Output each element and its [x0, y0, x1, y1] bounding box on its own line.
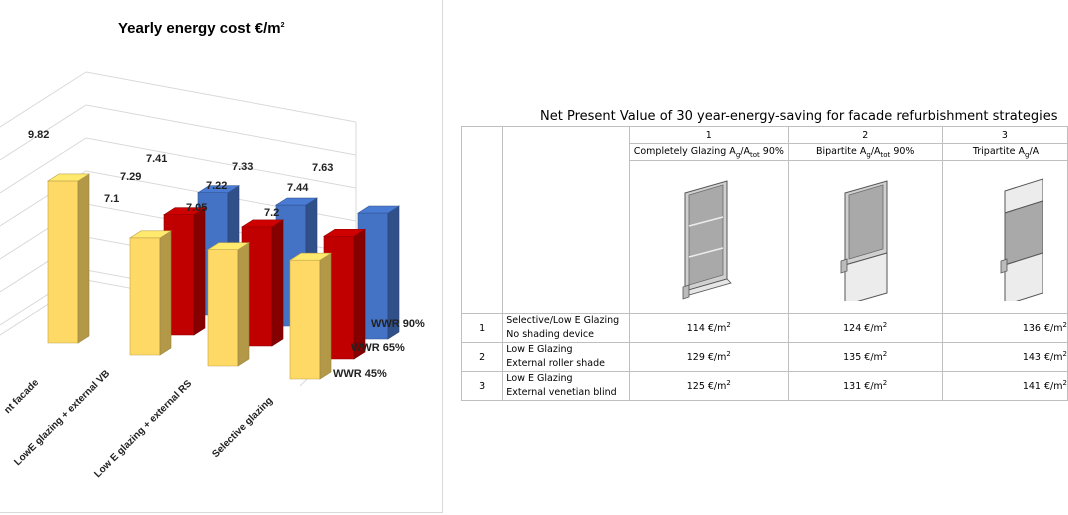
- row-description: Low E Glazing External roller shade: [502, 342, 631, 372]
- npv-value: 135 €/m2: [787, 342, 943, 372]
- chart-panel: Yearly energy cost €/m2 7.41 7.33 7.63 7.29…: [0, 0, 443, 513]
- col-name-3: Tripartite Ag/A: [941, 143, 1068, 161]
- facade-bipartite-icon: [840, 179, 888, 306]
- table-row: 1 Selective/Low E Glazing No shading devi…: [460, 313, 1068, 343]
- category-label: nt facade: [2, 377, 41, 416]
- npv-value: 143 €/m2: [941, 342, 1068, 372]
- data-label-blue: 7.63: [312, 162, 333, 174]
- data-label-yellow: 7.2: [264, 207, 279, 219]
- table-row: 2 Low E Glazing External roller shade 129…: [460, 342, 1068, 372]
- facade-image-tripartite: [941, 160, 1068, 314]
- col-num-3: 3: [941, 126, 1068, 144]
- bar-wwr-65--3: [322, 228, 367, 360]
- facade-image-bipartite: [787, 160, 943, 314]
- empty-corner-2: [502, 126, 631, 314]
- data-label-blue: 7.33: [232, 161, 253, 173]
- npv-value: 136 €/m2: [941, 313, 1068, 343]
- col-name-1: Completely Glazing Ag/Atot 90%: [629, 143, 789, 161]
- row-description: Low E Glazing External venetian blind: [502, 371, 631, 401]
- bar-wwr-90--3: [356, 205, 401, 340]
- data-label-blue: 7.41: [146, 153, 167, 165]
- bar-wwr-65--1: [162, 207, 207, 336]
- row-description: Selective/Low E Glazing No shading device: [502, 313, 631, 343]
- bar-wwr-45--0: [46, 173, 91, 344]
- header-num-row: 1 2 3: [460, 126, 1068, 314]
- series-axis-label: WWR 65%: [351, 342, 405, 354]
- data-label-red: 7.44: [287, 182, 309, 194]
- data-label-yellow: 9.82: [28, 129, 49, 141]
- bar-wwr-45--1: [128, 230, 173, 356]
- bar-wwr-45--3: [288, 252, 333, 380]
- data-label-red: 7.22: [206, 180, 227, 192]
- series-axis-label: WWR 45%: [333, 368, 387, 380]
- header-name-row: Completely Glazing Ag/Atot 90% Bipartite…: [462, 143, 1068, 161]
- table-title: Net Present Value of 30 year-energy-savi…: [540, 109, 1058, 124]
- npv-table: 1 2 3 Completely Glazing Ag/Atot 90% Bip…: [460, 126, 1068, 401]
- category-label: Low E glazing + external RS: [92, 378, 194, 480]
- table-row: 3 Low E Glazing External venetian blind 1…: [460, 371, 1068, 401]
- npv-value: 129 €/m2: [629, 342, 789, 372]
- data-label-red: 7.29: [120, 171, 141, 183]
- chart-title: Yearly energy cost €/m2: [118, 20, 285, 37]
- facade-tripartite-icon: [1000, 177, 1044, 306]
- empty-corner: [460, 126, 504, 314]
- series-axis-label: WWR 90%: [371, 318, 425, 330]
- bar-chart-3d: 7.41 7.33 7.63 7.29 7.22 7.44 9.82 7.1 7.05 7.2 WW…: [0, 71, 425, 480]
- bar-wwr-45--2: [206, 242, 251, 367]
- data-label-yellow: 7.05: [186, 202, 207, 214]
- facade-glazing-icon: [682, 179, 732, 300]
- npv-value: 125 €/m2: [629, 371, 789, 401]
- category-label: Selective glazing: [210, 395, 275, 460]
- facade-image-completely-glazing: [629, 160, 789, 314]
- npv-value: 124 €/m2: [787, 313, 943, 343]
- bar-wwr-65--2: [240, 219, 285, 347]
- npv-value: 131 €/m2: [787, 371, 943, 401]
- col-num-2: 2: [787, 126, 943, 144]
- col-num-1: 1: [629, 126, 789, 144]
- col-name-2: Bipartite Ag/Atot 90%: [787, 143, 943, 161]
- data-label-yellow: 7.1: [104, 193, 119, 205]
- npv-value: 114 €/m2: [629, 313, 789, 343]
- npv-value: 141 €/m2: [941, 371, 1068, 401]
